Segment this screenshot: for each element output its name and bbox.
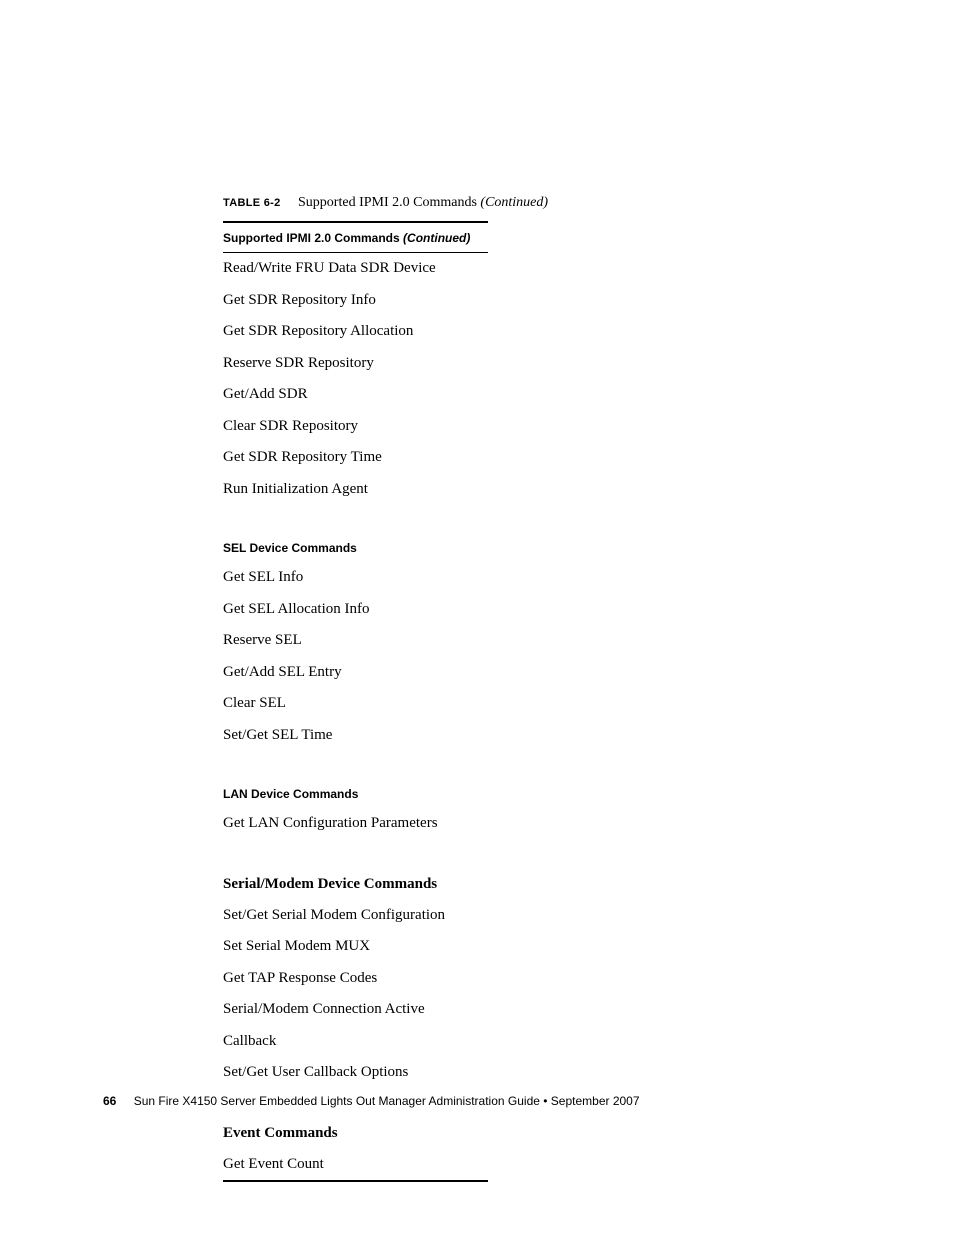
table-row: Set Serial Modem MUX xyxy=(223,931,488,963)
section-title-event: Event Commands xyxy=(223,1117,488,1149)
table-row: Run Initialization Agent xyxy=(223,474,488,506)
table-row: Callback xyxy=(223,1026,488,1058)
section-title-sel: SEL Device Commands xyxy=(223,533,488,562)
table-row: Get SDR Repository Allocation xyxy=(223,316,488,348)
table-row: Set/Get Serial Modem Configuration xyxy=(223,900,488,932)
table-title: Supported IPMI 2.0 Commands xyxy=(298,195,477,210)
table-row: Get SEL Info xyxy=(223,562,488,594)
table-label: TABLE 6-2 xyxy=(223,197,281,209)
section-gap xyxy=(223,751,488,779)
table-row: Get SEL Allocation Info xyxy=(223,594,488,626)
table-caption: TABLE 6-2 Supported IPMI 2.0 Commands (C… xyxy=(223,195,733,211)
table-row: Get Event Count xyxy=(223,1149,488,1181)
table-row: Clear SEL xyxy=(223,688,488,720)
table-row: Serial/Modem Connection Active xyxy=(223,994,488,1026)
page: TABLE 6-2 Supported IPMI 2.0 Commands (C… xyxy=(0,0,954,1235)
table-row: Read/Write FRU Data SDR Device xyxy=(223,253,488,285)
table-row: Set/Get User Callback Options xyxy=(223,1057,488,1089)
table-row: Get SDR Repository Time xyxy=(223,442,488,474)
page-footer: 66 Sun Fire X4150 Server Embedded Lights… xyxy=(103,1094,640,1108)
table-header-text: Supported IPMI 2.0 Commands xyxy=(223,231,400,245)
section-title-lan: LAN Device Commands xyxy=(223,779,488,808)
page-number: 66 xyxy=(103,1094,116,1108)
table-row: Reserve SDR Repository xyxy=(223,348,488,380)
section-title-serial: Serial/Modem Device Commands xyxy=(223,868,488,900)
table-row: Get/Add SEL Entry xyxy=(223,657,488,689)
table-row: Get TAP Response Codes xyxy=(223,963,488,995)
table-header: Supported IPMI 2.0 Commands (Continued) xyxy=(223,223,488,252)
content-area: TABLE 6-2 Supported IPMI 2.0 Commands (C… xyxy=(223,195,733,1182)
rule-bottom xyxy=(223,1180,488,1182)
table-continued: (Continued) xyxy=(480,195,548,210)
commands-table: Supported IPMI 2.0 Commands (Continued) … xyxy=(223,221,488,1182)
table-row: Reserve SEL xyxy=(223,625,488,657)
section-gap xyxy=(223,840,488,868)
table-row: Get/Add SDR xyxy=(223,379,488,411)
footer-text: Sun Fire X4150 Server Embedded Lights Ou… xyxy=(134,1094,640,1108)
table-row: Get LAN Configuration Parameters xyxy=(223,808,488,840)
table-row: Set/Get SEL Time xyxy=(223,720,488,752)
section-gap xyxy=(223,505,488,533)
table-header-continued: (Continued) xyxy=(403,231,470,245)
table-row: Clear SDR Repository xyxy=(223,411,488,443)
table-row: Get SDR Repository Info xyxy=(223,285,488,317)
